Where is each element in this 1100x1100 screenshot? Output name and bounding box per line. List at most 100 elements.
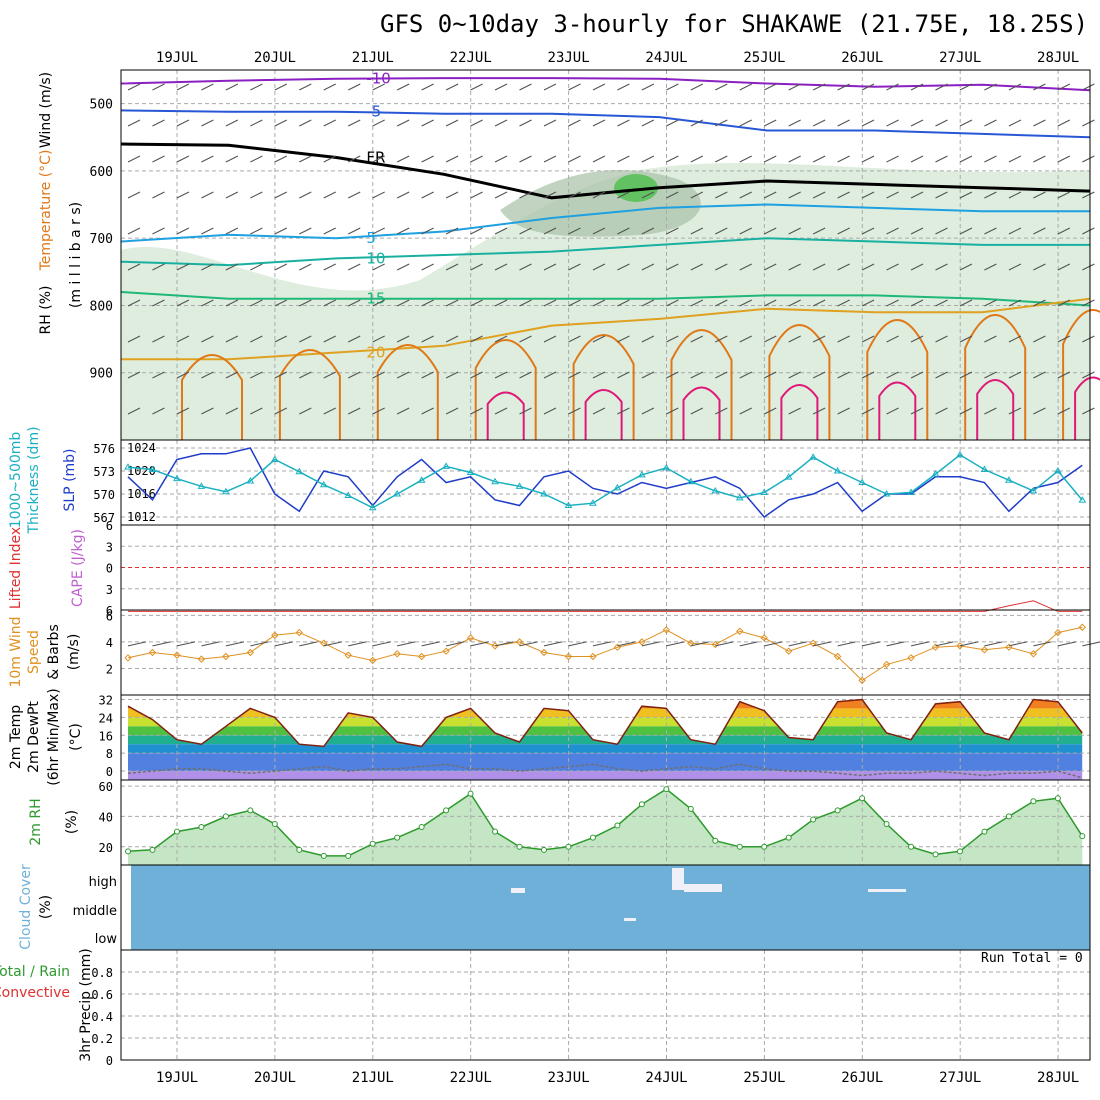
wind-barb (225, 155, 239, 163)
wind-barb (421, 641, 440, 647)
wind-barb (396, 299, 410, 307)
wind-point (907, 654, 915, 662)
label-precip: 3hr Precip (mm) (78, 948, 94, 1061)
wind-barb (690, 227, 704, 235)
wind-barb (396, 119, 410, 127)
wind-barb (812, 83, 826, 91)
thickness-point (540, 490, 548, 497)
wind-barb (690, 83, 704, 91)
wind-barb (739, 407, 752, 415)
wind-barb (763, 191, 777, 199)
thickness-point (589, 499, 597, 506)
wind-barb (250, 155, 263, 163)
wind-point (1029, 650, 1038, 658)
wind-barb (837, 191, 850, 199)
isotherm-15 (120, 291, 1091, 307)
thickness-point (760, 488, 769, 495)
wind-barb (250, 119, 263, 127)
date-label-top: 28JUL (1037, 50, 1079, 66)
thickness-point (1053, 467, 1062, 474)
rh-point (418, 824, 425, 831)
wind-point (882, 660, 891, 669)
wind-barb (127, 263, 141, 271)
isotherm-20 (121, 297, 1091, 361)
rh-point (198, 824, 205, 831)
label-slp: SLP (mb) (62, 448, 78, 511)
wind-barb (396, 335, 410, 343)
cloud-level-label: high (89, 875, 117, 890)
wind-barb (152, 407, 165, 415)
temp-tick: 16 (99, 729, 113, 743)
wind-barb (299, 119, 312, 127)
wind-barb (984, 299, 997, 307)
wind-point (613, 643, 622, 651)
rh-point (394, 834, 401, 841)
wind-barb (421, 335, 434, 343)
wind-barb (323, 119, 336, 127)
panel-frame-thickness (120, 439, 1091, 526)
wind-barb (1057, 83, 1071, 91)
wind-barb (445, 155, 459, 163)
thickness-point (882, 490, 891, 497)
wind-barb (274, 227, 288, 235)
wind-barb (715, 83, 728, 91)
thickness-point (491, 477, 499, 485)
thickness-point (735, 493, 744, 501)
wind-barb (959, 299, 973, 307)
wind-barb (274, 299, 288, 307)
wind-barb (568, 371, 581, 379)
wind-barb (959, 83, 973, 91)
thickness-point (809, 453, 818, 460)
wind-barb (494, 641, 514, 647)
wind-barb (641, 119, 655, 127)
wind-tick: 2 (106, 662, 113, 676)
wind-barb (788, 263, 801, 271)
wind-barb (910, 83, 924, 91)
wind-barb (176, 299, 190, 307)
wind-barb (445, 299, 459, 307)
isotherm--10 (120, 77, 1091, 92)
lifted-tick: 6 (106, 604, 113, 618)
wind-barb (763, 299, 777, 307)
wind-barb (984, 119, 997, 127)
wind-barb (617, 155, 630, 163)
wind-barb (690, 155, 704, 163)
wind-barb (788, 407, 801, 415)
wind-barb (641, 227, 655, 235)
date-label-bottom: 25JUL (743, 1070, 785, 1086)
wind-barb (641, 155, 655, 163)
wind-barb (274, 119, 288, 127)
wind-barb (788, 119, 801, 127)
rh-point (859, 795, 866, 802)
isotherm-30-loop (780, 384, 819, 440)
date-label-bottom: 22JUL (450, 1070, 492, 1086)
wind-barb (617, 263, 630, 271)
wind-barb (592, 407, 606, 415)
wind-barb (519, 227, 532, 235)
isotherm-25-loop (768, 324, 831, 440)
wind-barb (788, 155, 801, 163)
wind-point (173, 651, 181, 659)
precip-tick: 0.4 (91, 1010, 113, 1024)
wind-barb (176, 191, 190, 199)
rh-point (1030, 798, 1037, 805)
wind-barb (1082, 263, 1095, 271)
wind-barb (1008, 371, 1022, 379)
wind-barb (592, 335, 606, 343)
wind-barb (690, 119, 704, 127)
wind-barb (397, 641, 416, 647)
label-cloud-units: (%) (38, 895, 54, 919)
wind-barb (861, 641, 881, 647)
wind-point (491, 642, 499, 650)
wind-point (295, 628, 303, 637)
wind-barb (543, 83, 557, 91)
wind-barb (910, 119, 924, 127)
wind-barb (837, 641, 856, 647)
rh-point (1079, 833, 1086, 840)
wind-point (956, 642, 964, 650)
wind-barb (910, 299, 924, 307)
wind-barb (1008, 227, 1022, 235)
wind-barb (935, 335, 948, 343)
wind-barb (959, 371, 973, 379)
wind-barb (837, 119, 850, 127)
